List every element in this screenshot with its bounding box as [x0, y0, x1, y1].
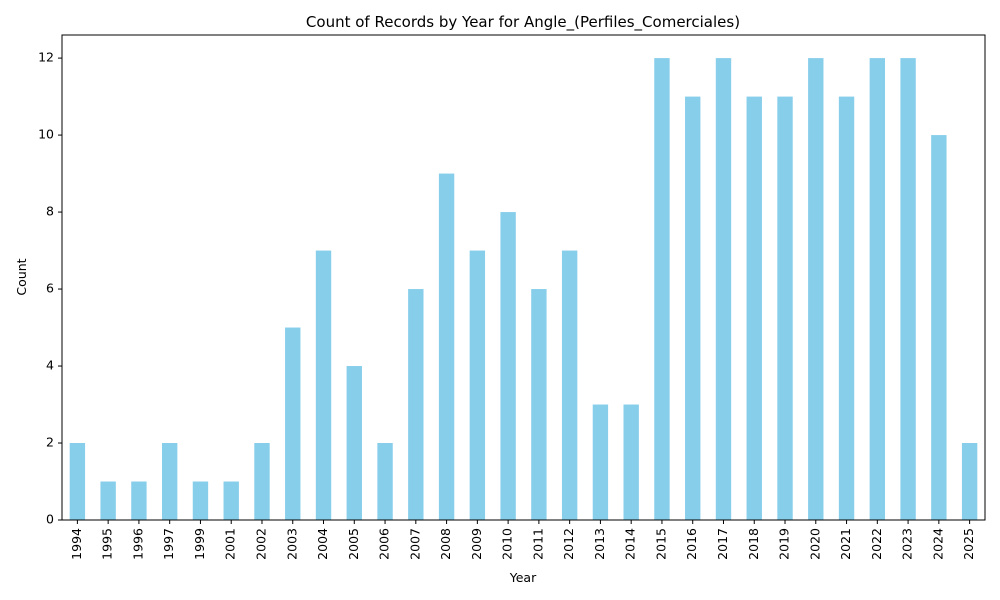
x-tick-label-2020: 2020: [807, 528, 822, 560]
x-tick-label-2001: 2001: [223, 528, 238, 560]
bar-2016: [685, 96, 701, 520]
x-tick-label-2003: 2003: [284, 528, 299, 560]
x-tick-label-2025: 2025: [961, 528, 976, 560]
bar-1999: [192, 481, 209, 520]
bar-1995: [100, 481, 116, 520]
bar-2023: [900, 58, 916, 520]
x-tick-label-2017: 2017: [715, 528, 730, 560]
bar-2006: [377, 443, 393, 520]
bar-2014: [623, 404, 639, 520]
x-axis-label: Year: [509, 570, 537, 585]
bar-2001: [223, 481, 239, 520]
bar-2024: [931, 135, 947, 521]
bar-2004: [315, 250, 332, 521]
x-tick-label-2018: 2018: [746, 528, 761, 560]
bars-group: [69, 58, 978, 521]
x-tick-label-1997: 1997: [161, 528, 176, 560]
bar-2007: [408, 289, 424, 520]
y-tick-label-6: 6: [46, 281, 54, 296]
bar-2019: [777, 96, 793, 520]
x-tick-label-1995: 1995: [100, 528, 115, 560]
y-tick-label-0: 0: [46, 512, 54, 527]
bar-2011: [531, 289, 547, 520]
bar-2009: [469, 250, 486, 521]
x-tick-label-2007: 2007: [407, 528, 422, 560]
x-tick-label-2019: 2019: [777, 528, 792, 560]
bar-2005: [346, 366, 362, 520]
x-tick-label-2004: 2004: [315, 528, 330, 560]
x-tick-label-2021: 2021: [838, 528, 853, 560]
x-tick-label-1999: 1999: [192, 528, 207, 560]
x-tick-label-1996: 1996: [130, 528, 145, 560]
bar-2025: [961, 443, 978, 520]
x-tick-label-2010: 2010: [500, 528, 515, 560]
bar-2017: [715, 58, 732, 520]
y-tick-label-8: 8: [46, 204, 54, 219]
bar-2010: [500, 212, 516, 521]
bar-2013: [592, 404, 609, 520]
bar-2003: [285, 327, 301, 520]
bar-1994: [69, 443, 86, 520]
x-tick-label-2009: 2009: [469, 528, 484, 560]
x-tick-label-2024: 2024: [930, 528, 945, 560]
x-tick-label-2015: 2015: [653, 528, 668, 560]
bar-1997: [161, 443, 178, 520]
x-tick-label-2006: 2006: [377, 528, 392, 560]
y-tick-label-2: 2: [46, 435, 54, 450]
x-tick-label-2002: 2002: [253, 528, 268, 560]
bar-2018: [746, 96, 762, 520]
y-tick-label-12: 12: [38, 50, 54, 65]
chart-title: Count of Records by Year for Angle_(Perf…: [306, 13, 740, 32]
x-tick-label-2012: 2012: [561, 528, 576, 560]
x-tick-label-2023: 2023: [900, 528, 915, 560]
y-axis-label: Count: [14, 258, 29, 295]
y-tick-label-4: 4: [46, 358, 54, 373]
bar-2022: [869, 58, 886, 520]
y-axis: 0 2 4 6 8 10 12: [38, 50, 62, 527]
x-tick-label-1994: 1994: [69, 528, 84, 560]
x-tick-label-2013: 2013: [592, 528, 607, 560]
bar-1996: [131, 481, 147, 520]
y-tick-label-10: 10: [38, 127, 54, 142]
bar-2015: [654, 58, 670, 520]
x-tick-label-2014: 2014: [623, 528, 638, 560]
bar-2021: [838, 96, 855, 520]
x-tick-label-2016: 2016: [684, 528, 699, 560]
bar-2002: [254, 443, 270, 520]
x-tick-label-2008: 2008: [438, 528, 453, 560]
x-tick-label-2022: 2022: [869, 528, 884, 560]
bar-2008: [438, 173, 455, 521]
bar-2020: [808, 58, 824, 520]
x-tick-label-2005: 2005: [346, 528, 361, 560]
plot-frame: [61, 34, 986, 521]
x-tick-label-2011: 2011: [530, 528, 545, 560]
x-axis: 1994 1995 1996 1997 1999 2001 2002 2003 2004 2005…: [69, 520, 976, 560]
bar-2012: [561, 250, 578, 521]
